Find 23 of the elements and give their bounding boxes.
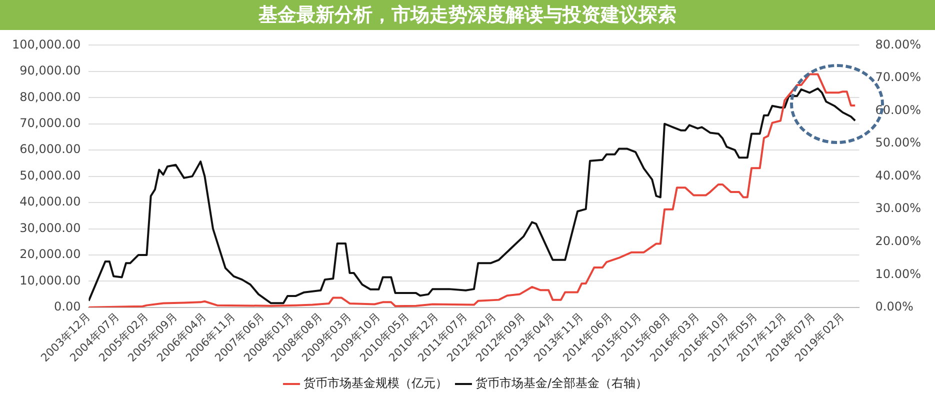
y2-tick-label: 20.00% — [875, 234, 922, 248]
y2-tick-label: 60.00% — [875, 102, 922, 117]
chart-title: 基金最新分析，市场走势深度解读与投资建议探索 — [0, 0, 935, 30]
y2-tick-label: 40.00% — [875, 168, 922, 182]
y2-tick-label: 30.00% — [875, 201, 922, 216]
legend-label: 货币市场基金规模（亿元） — [303, 376, 448, 390]
y2-tick-label: 10.00% — [875, 266, 922, 281]
y-tick-label: 40,000.00 — [20, 194, 81, 209]
y2-tick-label: 0.00% — [875, 300, 914, 314]
y-tick-label: 100,000.00 — [12, 37, 81, 52]
y-tick-label: 20,000.00 — [20, 247, 81, 262]
y2-tick-label: 80.00% — [875, 37, 922, 52]
y-tick-label: 90,000.00 — [20, 64, 81, 78]
y-tick-label: 60,000.00 — [20, 142, 81, 156]
y-tick-label: 80,000.00 — [20, 90, 81, 104]
y-tick-label: 30,000.00 — [20, 220, 81, 235]
legend-label: 货币市场基金/全部基金（右轴） — [475, 376, 648, 390]
y2-tick-label: 70.00% — [875, 70, 922, 84]
y-tick-label: 50,000.00 — [20, 168, 81, 182]
y2-tick-label: 50.00% — [875, 136, 922, 150]
y-tick-label: 70,000.00 — [20, 116, 81, 130]
y-tick-label: 10,000.00 — [20, 273, 81, 288]
y-tick-label: 0.00 — [54, 300, 81, 314]
